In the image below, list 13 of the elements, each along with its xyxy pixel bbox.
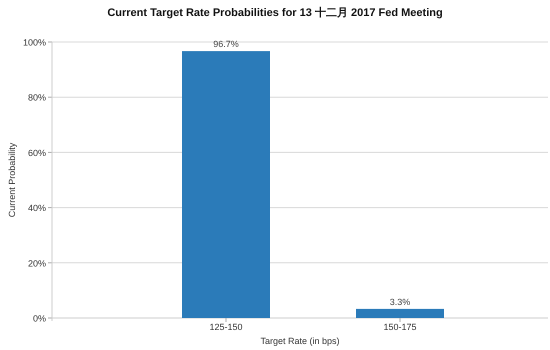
x-axis-title: Target Rate (in bps) (260, 336, 340, 346)
y-tick-label: 0% (32, 314, 46, 324)
y-tick-label: 20% (28, 258, 46, 268)
y-tick-label: 60% (28, 148, 46, 158)
y-tick-label: 80% (28, 92, 46, 103)
x-tick-label: 125-150 (209, 322, 243, 332)
chart-title: Current Target Rate Probabilities for 13 十二月 2017 Fed Meeting (107, 6, 443, 19)
data-label: 3.3% (390, 296, 410, 307)
y-tick-label: 40% (28, 203, 46, 214)
y-tick-label: 100% (22, 38, 46, 48)
data-label: 96.7% (213, 39, 239, 50)
y-axis-title: Current Probability (7, 142, 17, 218)
x-tick-label: 150-175 (383, 322, 417, 332)
